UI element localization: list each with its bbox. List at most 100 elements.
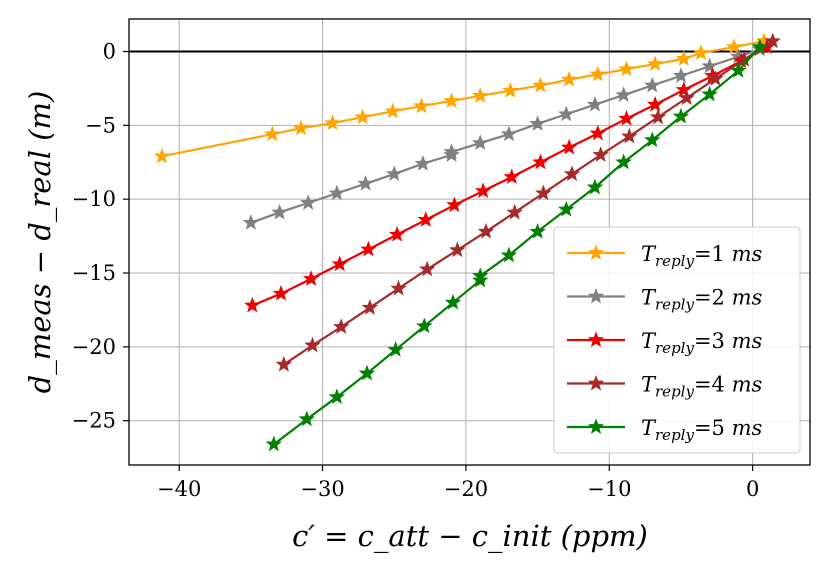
legend-entry-4: Treply=4 ms	[567, 373, 762, 401]
x-tick-label: 0	[746, 477, 759, 501]
series-4	[275, 32, 781, 372]
data-point	[390, 279, 407, 296]
data-point	[618, 60, 635, 77]
x-tick-label: −40	[157, 477, 201, 501]
data-point	[502, 81, 519, 98]
data-point	[474, 182, 492, 199]
data-point	[675, 81, 693, 97]
data-point	[725, 38, 743, 55]
data-point	[302, 270, 320, 286]
data-point	[384, 102, 402, 119]
legend-marker	[587, 374, 605, 391]
legend-entry-3: Treply=3 ms	[567, 329, 762, 357]
legend-entry-1: Treply=1 ms	[567, 242, 762, 270]
data-point	[331, 255, 348, 272]
data-point	[692, 44, 710, 60]
data-point	[354, 108, 371, 125]
data-point	[730, 62, 747, 78]
data-point	[388, 225, 406, 242]
data-point	[332, 318, 350, 334]
series-5	[265, 38, 769, 452]
data-point	[387, 341, 404, 357]
y-tick-label: 0	[103, 39, 116, 63]
data-point	[449, 241, 466, 258]
y-tick-label: −25	[72, 409, 116, 433]
data-point	[646, 96, 664, 112]
data-point	[560, 138, 578, 155]
data-point	[275, 355, 293, 372]
data-point	[417, 211, 434, 227]
data-point	[707, 70, 724, 86]
legend-label: Treply=3 ms	[641, 329, 762, 357]
data-point	[589, 124, 607, 141]
legend-marker	[587, 287, 605, 304]
data-point	[751, 38, 769, 55]
data-point	[615, 153, 632, 170]
data-point	[586, 178, 604, 195]
data-point	[764, 32, 781, 49]
data-point	[675, 50, 693, 66]
data-point	[298, 410, 315, 427]
data-point	[418, 260, 436, 277]
legend-marker	[587, 418, 605, 434]
data-point	[292, 119, 310, 136]
data-point	[272, 285, 290, 301]
data-point	[386, 165, 403, 182]
data-point	[299, 194, 317, 210]
data-point	[646, 55, 664, 72]
data-point	[443, 143, 460, 159]
data-point	[678, 89, 695, 106]
data-point	[560, 70, 578, 87]
data-point	[529, 115, 546, 131]
data-point	[242, 214, 260, 230]
data-point	[446, 196, 463, 213]
y-tick-label: −20	[72, 335, 116, 359]
data-point	[361, 299, 379, 315]
data-point	[621, 127, 638, 144]
y-tick-label: −15	[72, 261, 116, 285]
x-axis-label-text: c′ = c_att − c_init (ppm)	[292, 519, 648, 554]
legend-entry-2: Treply=2 ms	[567, 286, 762, 314]
data-point	[472, 87, 489, 103]
legend-entry-5: Treply=5 ms	[567, 416, 762, 444]
data-point	[413, 97, 430, 114]
data-point	[472, 267, 489, 283]
data-point	[563, 165, 581, 182]
data-point	[357, 175, 374, 191]
data-point	[644, 131, 661, 148]
data-point	[444, 293, 462, 310]
data-point	[532, 76, 549, 93]
data-point	[328, 184, 346, 201]
legend-box	[553, 226, 801, 454]
data-point	[649, 108, 667, 125]
data-point	[558, 105, 575, 122]
data-point	[360, 240, 377, 257]
x-tick-label: −30	[300, 477, 344, 501]
x-tick-label: −10	[587, 477, 631, 501]
data-point	[644, 76, 661, 93]
legend-label: Treply=1 ms	[641, 242, 762, 270]
plot-frame	[128, 18, 811, 466]
series-group	[153, 32, 781, 452]
data-point	[472, 134, 489, 151]
series-line	[161, 40, 765, 158]
data-point	[558, 200, 575, 217]
legend-marker	[587, 331, 605, 347]
series-line	[283, 40, 774, 366]
data-point	[264, 125, 281, 142]
data-point	[265, 435, 283, 452]
y-tick-label: −10	[72, 187, 116, 211]
legend-marker	[587, 244, 605, 260]
y-axis-label: d_meas − d_real (m)	[23, 91, 58, 394]
data-point	[586, 96, 604, 112]
data-point	[443, 92, 460, 108]
x-axis-label: c′ = c_att − c_init (ppm)	[292, 519, 648, 554]
data-point	[500, 125, 518, 142]
data-point	[324, 114, 341, 131]
axis-ticks: −40 −30 −20 −10 0 0 −5 −10 −15 −20 −25	[72, 39, 760, 501]
data-point	[615, 86, 632, 103]
data-point	[503, 168, 521, 185]
data-point	[328, 388, 346, 405]
series-3	[244, 38, 776, 313]
data-point	[472, 271, 489, 288]
